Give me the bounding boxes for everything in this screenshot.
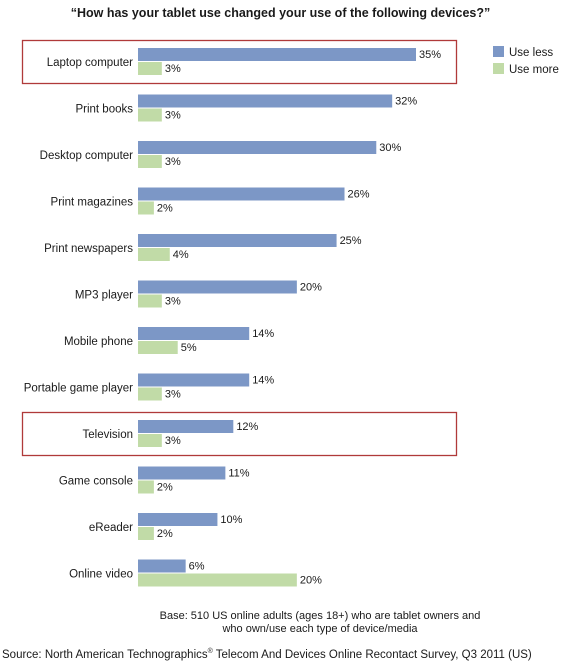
bar-use-less-ereader: [138, 513, 218, 526]
category-label-ereader: eReader: [89, 522, 133, 534]
data-label-use-more-online-video: 20%: [300, 575, 322, 587]
data-label-use-more-print-books: 3%: [165, 110, 181, 122]
base-note-line-2: who own/use each type of device/media: [222, 623, 418, 635]
bar-use-more-print-magazines: [138, 201, 154, 215]
bar-use-more-television: [138, 434, 162, 447]
data-label-use-more-ereader: 2%: [157, 528, 173, 540]
data-label-use-less-desktop-computer: 30%: [379, 142, 401, 154]
data-label-use-less-laptop-computer: 35%: [419, 49, 441, 61]
category-label-print-newspapers: Print newspapers: [44, 243, 133, 255]
data-label-use-more-laptop-computer: 3%: [165, 63, 181, 75]
data-label-use-less-portable-game-player: 14%: [252, 375, 274, 387]
legend-label-use-less: Use less: [509, 47, 553, 59]
category-label-mobile-phone: Mobile phone: [64, 336, 133, 348]
data-label-use-more-television: 3%: [165, 435, 181, 447]
bar-use-more-mp3-player: [138, 294, 162, 308]
data-label-use-more-mobile-phone: 5%: [181, 342, 197, 354]
source-note: Source: North American Technographics® T…: [2, 648, 532, 661]
data-label-use-more-print-magazines: 2%: [157, 203, 173, 215]
data-label-use-less-print-magazines: 26%: [348, 189, 370, 201]
category-label-print-magazines: Print magazines: [51, 197, 134, 209]
base-note: Base: 510 US online adults (ages 18+) wh…: [80, 610, 560, 636]
bar-use-more-portable-game-player: [138, 387, 162, 401]
category-label-print-books: Print books: [75, 104, 133, 116]
bar-use-less-laptop-computer: [138, 48, 416, 61]
bar-use-more-print-books: [138, 108, 162, 122]
category-label-game-console: Game console: [59, 476, 133, 488]
bar-use-more-game-console: [138, 480, 154, 494]
category-label-laptop-computer: Laptop computer: [47, 57, 133, 69]
data-label-use-less-ereader: 10%: [220, 514, 242, 526]
category-label-television: Television: [83, 429, 134, 441]
bar-use-less-portable-game-player: [138, 373, 250, 387]
bar-chart: Laptop computer 35% 3% Print books 32% 3% Desk…: [21, 39, 559, 587]
highlight-box-television: [21, 411, 458, 457]
highlight-box-laptop-computer: [21, 39, 458, 85]
bar-use-less-mp3-player: [138, 280, 297, 294]
data-label-use-less-print-newspapers: 25%: [340, 235, 362, 247]
bar-use-more-mobile-phone: [138, 341, 178, 354]
category-label-desktop-computer: Desktop computer: [40, 150, 133, 162]
bar-use-less-desktop-computer: [138, 141, 377, 154]
bar-use-more-print-newspapers: [138, 248, 170, 261]
data-label-use-less-mp3-player: 20%: [300, 282, 322, 294]
bar-use-more-desktop-computer: [138, 155, 162, 168]
category-label-mp3-player: MP3 player: [75, 290, 133, 302]
data-label-use-more-print-newspapers: 4%: [173, 249, 189, 261]
data-label-use-more-portable-game-player: 3%: [165, 389, 181, 401]
bar-use-less-online-video: [138, 559, 186, 573]
data-label-use-more-desktop-computer: 3%: [165, 156, 181, 168]
legend-swatch-use-more: [493, 63, 504, 74]
category-label-online-video: Online video: [69, 569, 133, 581]
data-label-use-more-game-console: 2%: [157, 482, 173, 494]
bar-use-less-print-newspapers: [138, 234, 337, 247]
data-label-use-less-television: 12%: [236, 421, 258, 433]
bar-use-less-print-magazines: [138, 187, 345, 201]
bar-use-less-mobile-phone: [138, 327, 250, 340]
bar-use-less-television: [138, 420, 234, 433]
bar-use-more-online-video: [138, 573, 297, 587]
category-label-portable-game-player: Portable game player: [24, 383, 133, 395]
bar-use-less-game-console: [138, 466, 226, 480]
chart-title: “How has your tablet use changed your us…: [70, 6, 491, 20]
source-suffix: Telecom And Devices Online Recontact Sur…: [212, 648, 532, 661]
base-note-line-1: Base: 510 US online adults (ages 18+) wh…: [159, 610, 481, 622]
bar-use-less-print-books: [138, 94, 393, 108]
data-label-use-less-online-video: 6%: [189, 561, 205, 573]
bar-use-more-laptop-computer: [138, 62, 162, 75]
data-label-use-more-mp3-player: 3%: [165, 296, 181, 308]
data-label-use-less-print-books: 32%: [395, 96, 417, 108]
registered-mark: ®: [207, 648, 213, 655]
source-prefix: Source: North American Technographics: [2, 648, 208, 661]
legend-swatch-use-less: [493, 46, 504, 57]
data-label-use-less-mobile-phone: 14%: [252, 328, 274, 340]
data-label-use-less-game-console: 11%: [228, 468, 249, 480]
bar-use-more-ereader: [138, 527, 154, 540]
legend-label-use-more: Use more: [509, 64, 559, 76]
